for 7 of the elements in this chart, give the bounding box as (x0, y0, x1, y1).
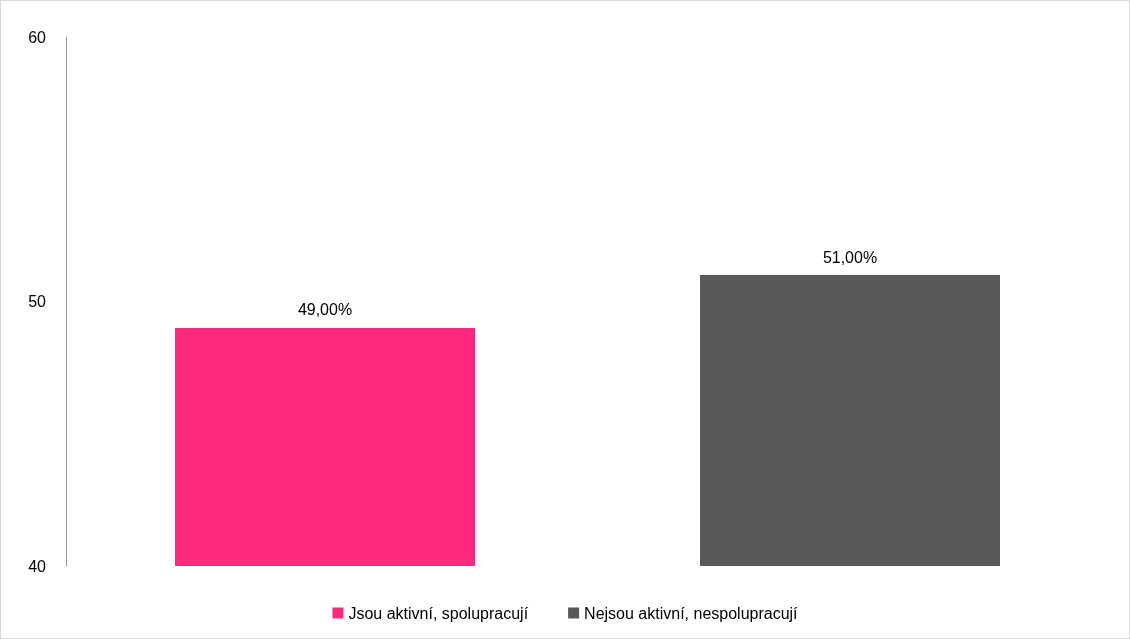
y-tick-label: 40 (28, 557, 47, 575)
data-label: 49,00% (297, 301, 353, 319)
data-label: 51,00% (822, 248, 878, 266)
legend-label: Nejsou aktivní, nespolupracují (584, 604, 799, 622)
y-tick-label: 60 (28, 28, 47, 46)
y-tick-label: 50 (28, 293, 47, 310)
legend-label: Jsou aktivní, spolupracují (348, 604, 529, 622)
